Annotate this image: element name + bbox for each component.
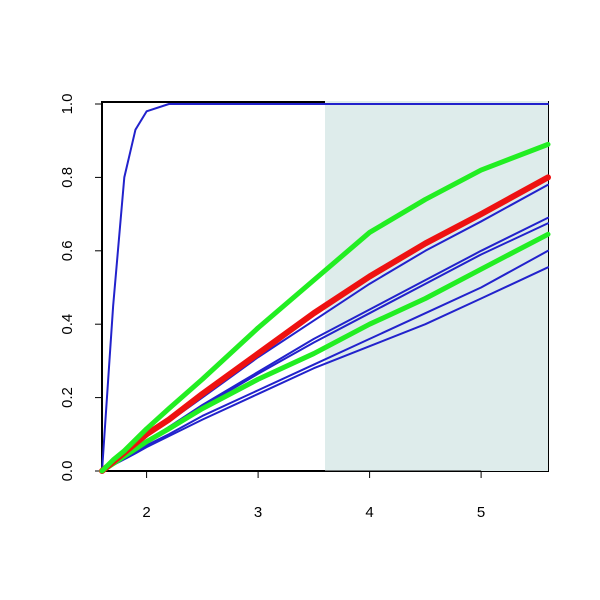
x-tick-label: 4 xyxy=(365,504,373,521)
y-tick-label: 0.4 xyxy=(59,314,76,335)
y-tick-label: 1.0 xyxy=(59,94,76,115)
highlight-region xyxy=(325,101,548,471)
series-line xyxy=(101,103,549,472)
x-tick-label: 2 xyxy=(142,504,150,521)
y-tick-label: 0.6 xyxy=(59,240,76,261)
series-line xyxy=(99,141,551,474)
y-tick-label: 0.8 xyxy=(59,167,76,188)
x-tick-label: 5 xyxy=(477,504,485,521)
y-tick-label: 0.0 xyxy=(59,461,76,482)
x-tick-label: 3 xyxy=(254,504,262,521)
y-tick-label: 0.2 xyxy=(59,387,76,408)
